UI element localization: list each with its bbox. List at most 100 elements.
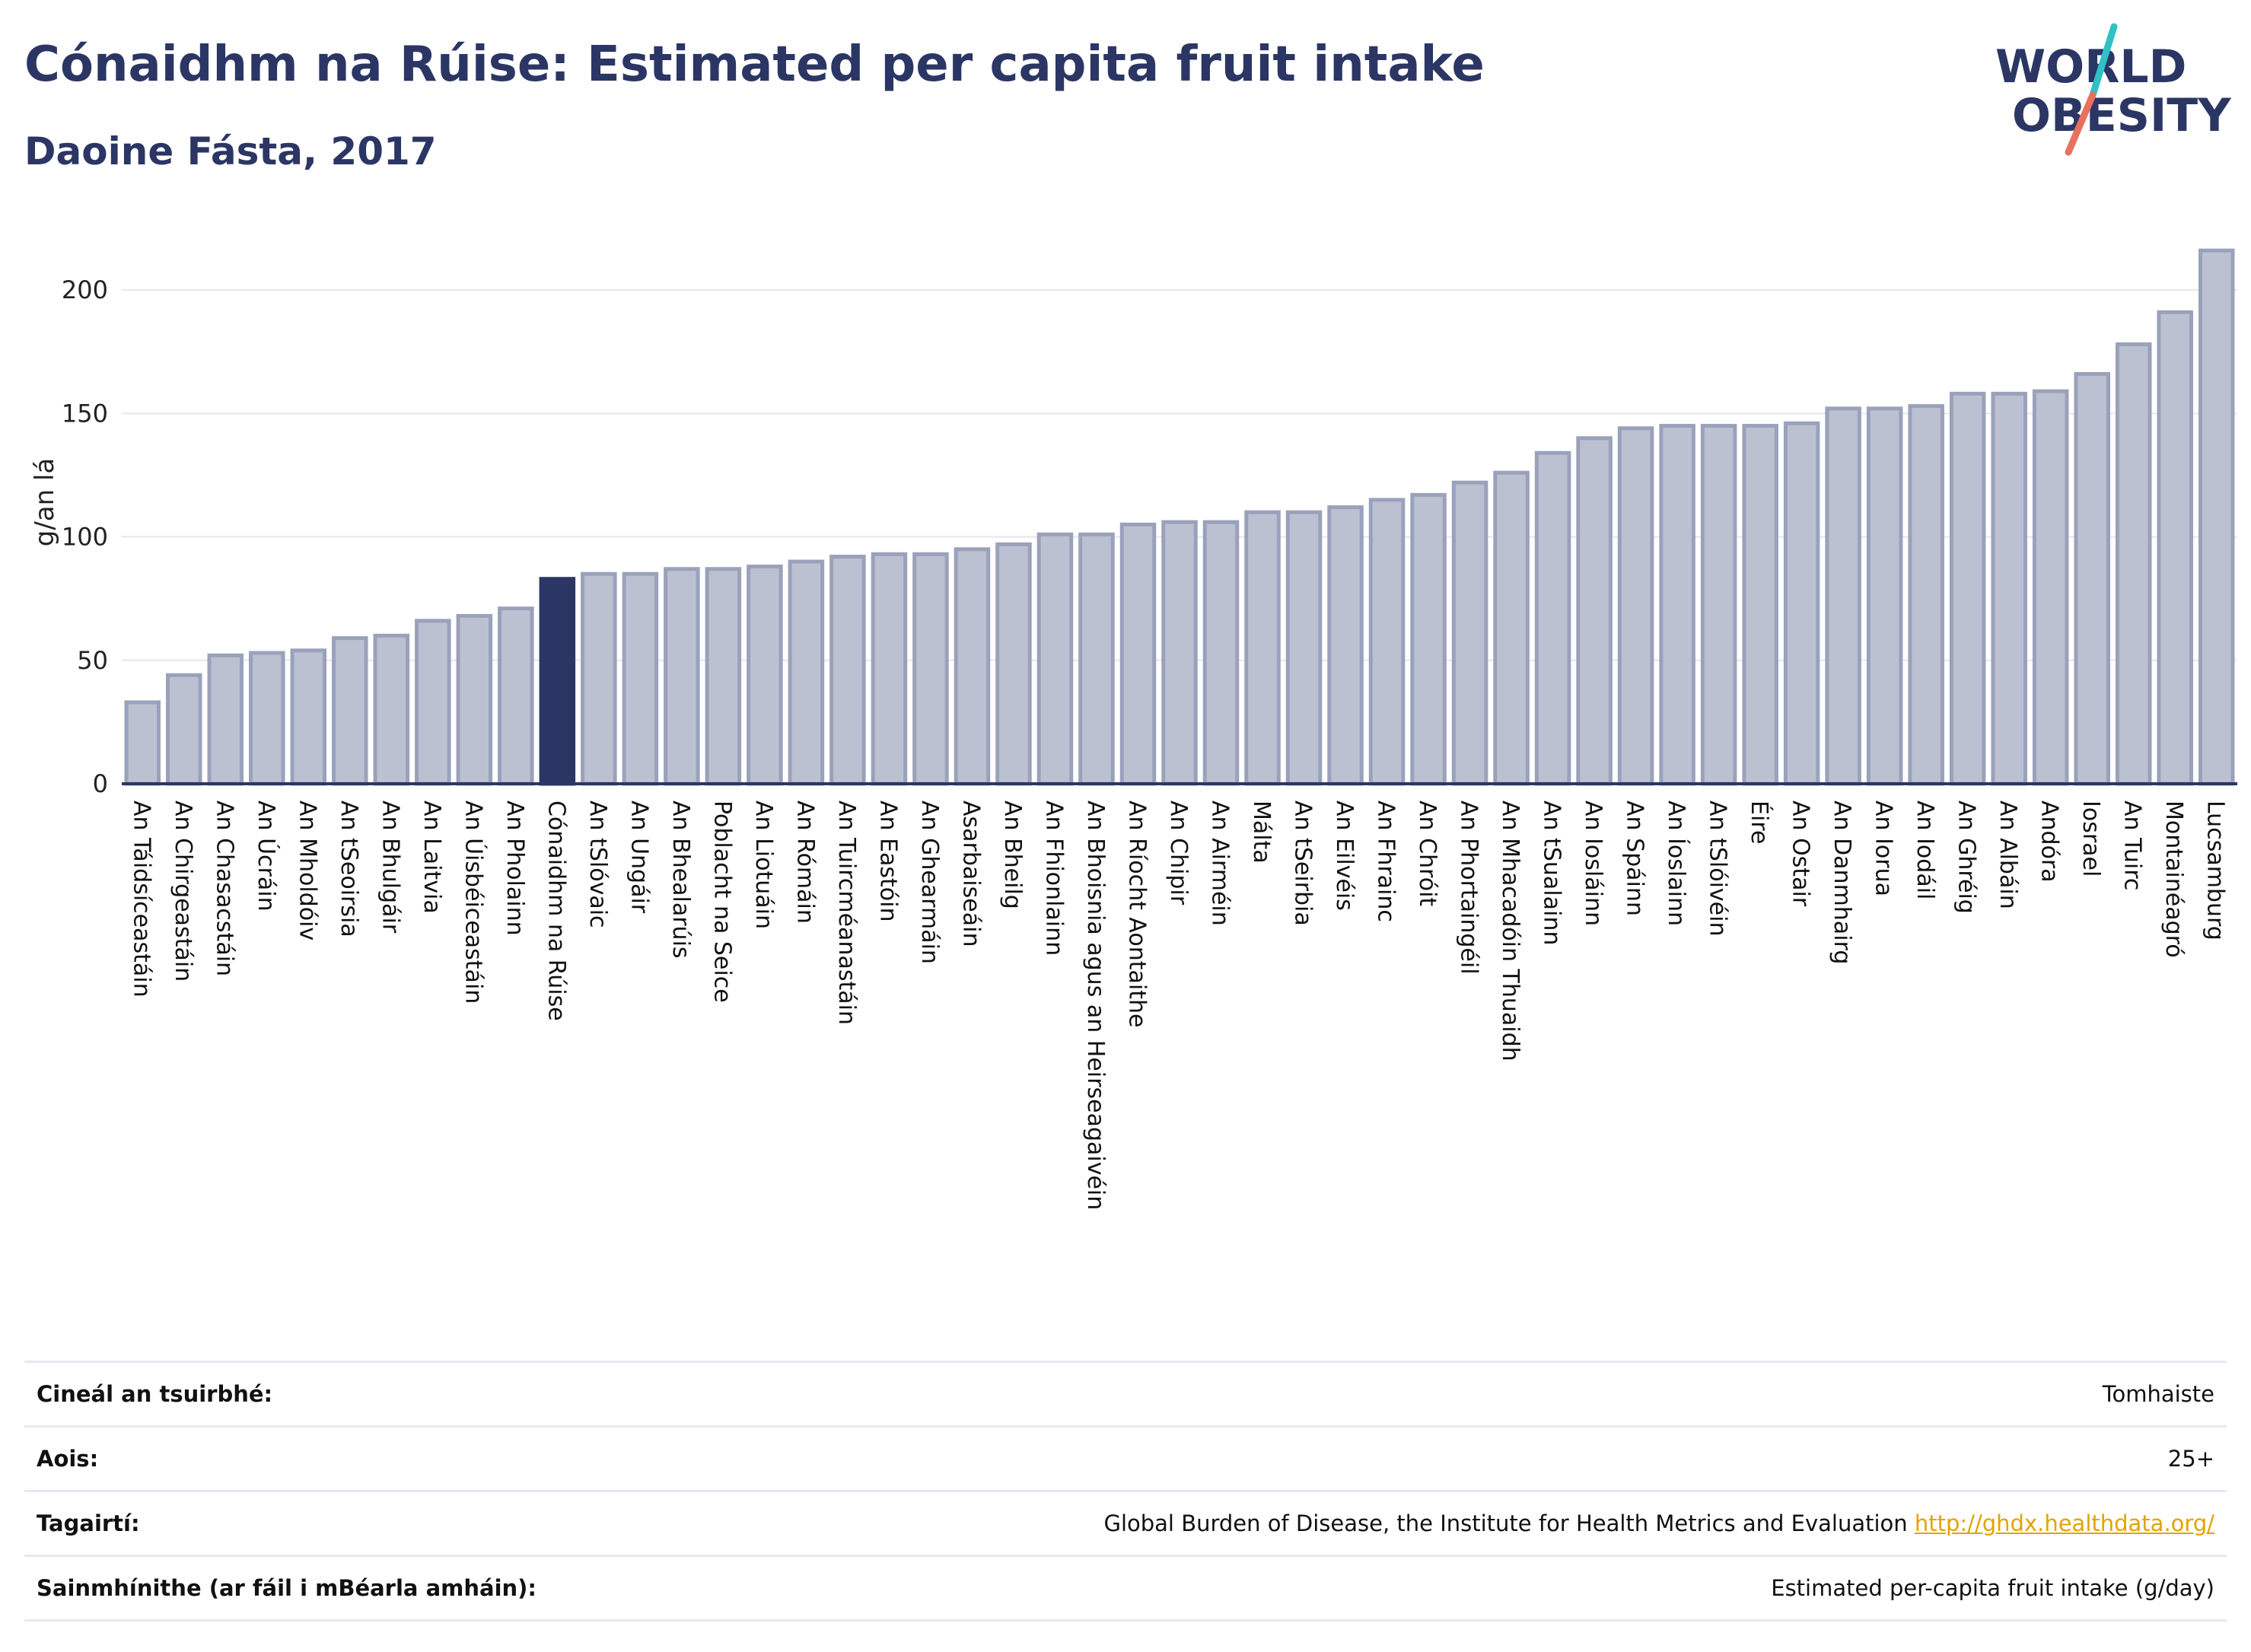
x-tick-label: An Tuircméanastáin bbox=[833, 801, 860, 1025]
bar bbox=[456, 613, 493, 786]
x-tick-label: An Táidsíceastáin bbox=[128, 801, 154, 998]
axis-layer: 0 50 100 150 200 An Táidsíceastáin An Chirgeas… bbox=[62, 275, 2237, 1210]
x-tick-label: An tSlóivéin bbox=[1705, 801, 1731, 936]
survey-type-value: Tomhaiste bbox=[2102, 1381, 2214, 1407]
x-tick-label: Lucsamburg bbox=[2202, 801, 2229, 941]
bar bbox=[2032, 389, 2069, 786]
x-tick-label: An Bhealarúis bbox=[667, 801, 694, 959]
bar bbox=[415, 619, 451, 786]
x-tick-label: Cónaidhm na Rúise bbox=[543, 801, 569, 1021]
x-tick-label: An Danmhairg bbox=[1829, 801, 1855, 964]
info-row-references: Tagairtí: Global Burden of Disease, the … bbox=[24, 1490, 2227, 1555]
bar bbox=[373, 633, 410, 786]
bar bbox=[290, 648, 327, 786]
definitions-label: Sainmhínithe (ar fáil i mBéarla amháin): bbox=[37, 1575, 537, 1601]
bar bbox=[1119, 522, 1157, 786]
x-tick-label: An Ostair bbox=[1788, 801, 1814, 907]
x-tick-label: An Chirgeastáin bbox=[170, 801, 196, 982]
bar bbox=[747, 564, 783, 786]
x-tick-label: An Albáin bbox=[1995, 801, 2021, 909]
x-tick-label: An Eastóin bbox=[874, 801, 901, 922]
bar bbox=[664, 567, 700, 786]
x-tick-label: An Ghearmáin bbox=[916, 801, 943, 964]
x-tick-label: An Chasacstáin bbox=[211, 801, 237, 976]
y-tick-label: 150 bbox=[62, 399, 108, 428]
references-link[interactable]: http://ghdx.healthdata.org/ bbox=[1914, 1510, 2214, 1536]
x-tick-label: An Iorua bbox=[1871, 801, 1897, 896]
chart-title: Cónaidhm na Rúise: Estimated per capita … bbox=[24, 37, 1485, 93]
info-table: Cineál an tsuirbhé: Tomhaiste Aois: 25+ … bbox=[24, 1361, 2227, 1622]
y-tick-label: 0 bbox=[93, 769, 108, 798]
world-obesity-logo: WORLD OBESITY bbox=[1995, 23, 2232, 156]
x-tick-label: An Rómáin bbox=[791, 801, 818, 924]
bar bbox=[498, 606, 534, 786]
logo-line1: WORLD bbox=[1995, 40, 2186, 94]
x-tick-label: An Fhionlainn bbox=[1040, 801, 1067, 956]
bar-chart: 0 50 100 150 200 An Táidsíceastáin An Chirgeas… bbox=[30, 248, 2237, 1210]
logo-slash-teal bbox=[2089, 23, 2118, 99]
bar bbox=[912, 552, 949, 786]
x-tick-label: An Úisbéiceastáin bbox=[460, 801, 488, 1004]
x-tick-label: An Chipir bbox=[1165, 801, 1192, 906]
bar bbox=[1617, 426, 1654, 786]
x-tick-label: An Liotuáin bbox=[750, 801, 777, 929]
x-tick-label: An Bheilg bbox=[999, 801, 1026, 909]
x-tick-label: An Iodáil bbox=[1912, 801, 1938, 899]
bar bbox=[1742, 424, 1778, 786]
x-tick-label: An Phortaingéil bbox=[1456, 801, 1482, 975]
bar bbox=[1285, 510, 1323, 786]
bar bbox=[581, 571, 617, 786]
x-tick-label: Montainéagró bbox=[2160, 801, 2187, 958]
bar bbox=[1659, 424, 1695, 786]
bar bbox=[1202, 520, 1240, 786]
x-tick-label: An Fhrainc bbox=[1373, 801, 1399, 922]
y-tick-label: 100 bbox=[62, 523, 108, 552]
bar bbox=[1576, 436, 1613, 786]
bar bbox=[207, 653, 244, 786]
survey-type-label: Cineál an tsuirbhé: bbox=[37, 1381, 273, 1407]
y-tick-label: 200 bbox=[62, 275, 108, 304]
bar bbox=[1783, 421, 1820, 786]
x-tick-label: An Iosláinn bbox=[1580, 801, 1606, 926]
bar bbox=[332, 636, 368, 786]
definitions-value: Estimated per-capita fruit intake (g/day… bbox=[1771, 1575, 2214, 1601]
x-tick-label: Andóra bbox=[2036, 801, 2063, 883]
age-value: 25+ bbox=[2167, 1446, 2214, 1472]
x-tick-label: An Mholdóiv bbox=[294, 801, 320, 941]
references-label: Tagairtí: bbox=[37, 1510, 140, 1536]
info-row-age: Aois: 25+ bbox=[24, 1425, 2227, 1490]
bar bbox=[622, 571, 659, 786]
x-tick-label: Iosrael bbox=[2077, 801, 2104, 877]
bar bbox=[829, 555, 866, 786]
bar bbox=[1451, 480, 1488, 786]
x-tick-label: An tSualainn bbox=[1539, 801, 1565, 945]
bar bbox=[1410, 492, 1447, 786]
bar bbox=[1991, 391, 2027, 786]
bar bbox=[1493, 470, 1530, 786]
info-row-survey: Cineál an tsuirbhé: Tomhaiste bbox=[24, 1361, 2227, 1425]
bar bbox=[2115, 342, 2152, 786]
bar bbox=[1327, 505, 1364, 786]
y-tick-label: 50 bbox=[77, 646, 108, 675]
bar bbox=[954, 547, 991, 786]
x-tick-label: An Laitvia bbox=[419, 801, 445, 914]
x-tick-label: An Íoslainn bbox=[1663, 801, 1690, 926]
bar bbox=[166, 673, 202, 786]
bar bbox=[1078, 532, 1115, 786]
bar bbox=[249, 651, 285, 786]
age-label: Aois: bbox=[37, 1446, 99, 1472]
bar bbox=[1908, 404, 1944, 786]
bar bbox=[788, 559, 825, 786]
bar bbox=[1866, 406, 1903, 786]
x-tick-label: An Úcráin bbox=[253, 801, 281, 912]
chart-subtitle: Daoine Fásta, 2017 bbox=[24, 129, 437, 173]
logo-slash-coral bbox=[2065, 91, 2097, 156]
x-tick-label: An tSeoirsia bbox=[336, 801, 362, 937]
references-value: Global Burden of Disease, the Institute … bbox=[1103, 1510, 2227, 1536]
x-tick-label: An Eilvéis bbox=[1331, 801, 1358, 911]
bar bbox=[2074, 371, 2110, 786]
x-tick-label: An Airméin bbox=[1207, 801, 1234, 926]
x-tick-label: An Mhacadóin Thuaidh bbox=[1497, 801, 1523, 1062]
bar bbox=[871, 552, 908, 786]
bar bbox=[995, 542, 1032, 786]
